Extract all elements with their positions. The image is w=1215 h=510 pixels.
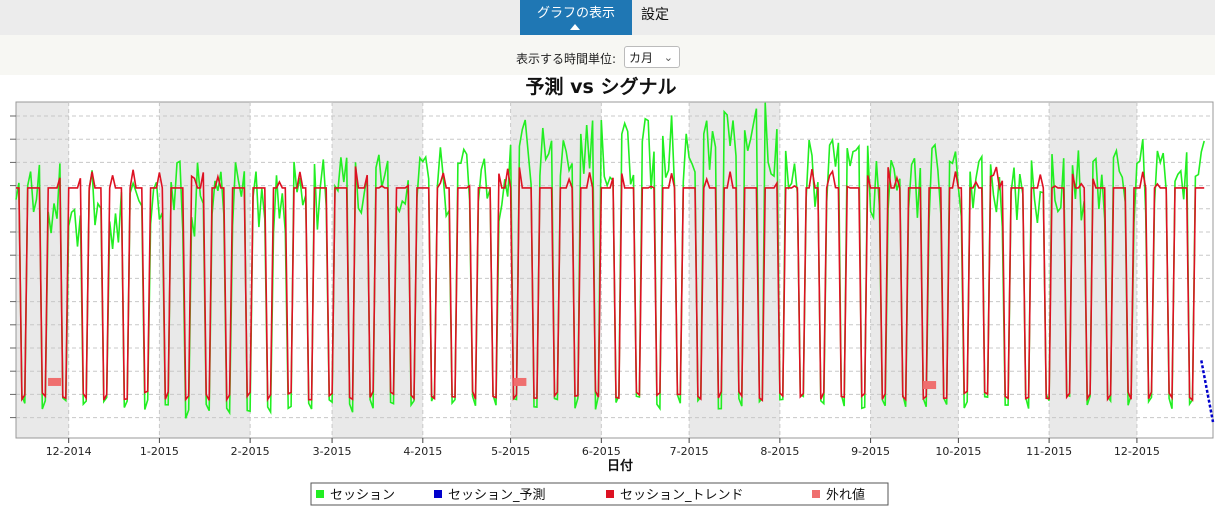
series-lines — [15, 102, 1215, 423]
chart-title: 予測 vs シグナル — [526, 75, 677, 98]
x-tick-label: 12-2015 — [1114, 445, 1160, 458]
x-tick-label: 4-2015 — [403, 445, 442, 458]
time-unit-value: カ月 — [629, 51, 654, 65]
x-tick-label: 5-2015 — [491, 445, 530, 458]
time-unit-select[interactable]: カ月 ⌄ — [624, 46, 680, 68]
x-tick-label: 8-2015 — [760, 445, 799, 458]
outlier-point — [48, 377, 62, 386]
legend-label: 外れ値 — [826, 487, 865, 503]
tab-settings[interactable]: 設定 — [641, 7, 669, 23]
legend-swatch — [434, 490, 442, 498]
x-tick-label: 11-2015 — [1026, 445, 1072, 458]
series-trend-line — [16, 166, 1205, 403]
chevron-down-icon: ⌄ — [663, 51, 673, 64]
legend-swatch — [606, 490, 614, 498]
month-band — [510, 102, 602, 438]
x-tick-label: 7-2015 — [670, 445, 709, 458]
legend-box — [310, 482, 889, 506]
x-tick-label: 12-2014 — [46, 445, 92, 458]
legend-swatch — [812, 490, 820, 498]
chart-legend: セッション セッション_予測 セッション_トレンド 外れ値 — [310, 482, 889, 506]
outlier-markers — [48, 377, 937, 390]
active-tab-caret-icon — [570, 24, 580, 30]
plot-frame — [15, 101, 1214, 439]
forecast-vs-signal-chart: 予測 vs シグナル 12-2014 1-2015 2-2015 3-2015 4-20… — [10, 75, 1215, 506]
control-bar — [0, 35, 1215, 75]
outlier-point — [513, 377, 527, 386]
x-tick-label: 3-2015 — [313, 445, 352, 458]
x-axis-label: 日付 — [607, 458, 633, 474]
legend-label: セッション_トレンド — [620, 488, 744, 503]
x-tick-label: 6-2015 — [582, 445, 621, 458]
y-axis-ticks — [10, 115, 16, 419]
series-forecast-line — [1200, 360, 1215, 423]
x-tick-label: 10-2015 — [935, 445, 981, 458]
x-axis: 12-2014 1-2015 2-2015 3-2015 4-2015 5-2015 6-2… — [46, 438, 1160, 458]
month-band — [870, 102, 959, 438]
outlier-point — [923, 381, 937, 390]
legend-label: セッション_予測 — [448, 488, 546, 503]
tab-chart-view-label: グラフの表示 — [536, 6, 615, 21]
x-tick-label: 9-2015 — [851, 445, 890, 458]
time-unit-label: 表示する時間単位: — [516, 52, 617, 66]
series-session-line — [15, 102, 1205, 419]
x-tick-label: 1-2015 — [140, 445, 179, 458]
x-tick-label: 2-2015 — [231, 445, 270, 458]
tab-chart-view[interactable]: グラフの表示 — [520, 0, 632, 35]
legend-label: セッション — [330, 488, 395, 503]
legend-swatch — [316, 490, 324, 498]
month-band — [1049, 102, 1137, 438]
